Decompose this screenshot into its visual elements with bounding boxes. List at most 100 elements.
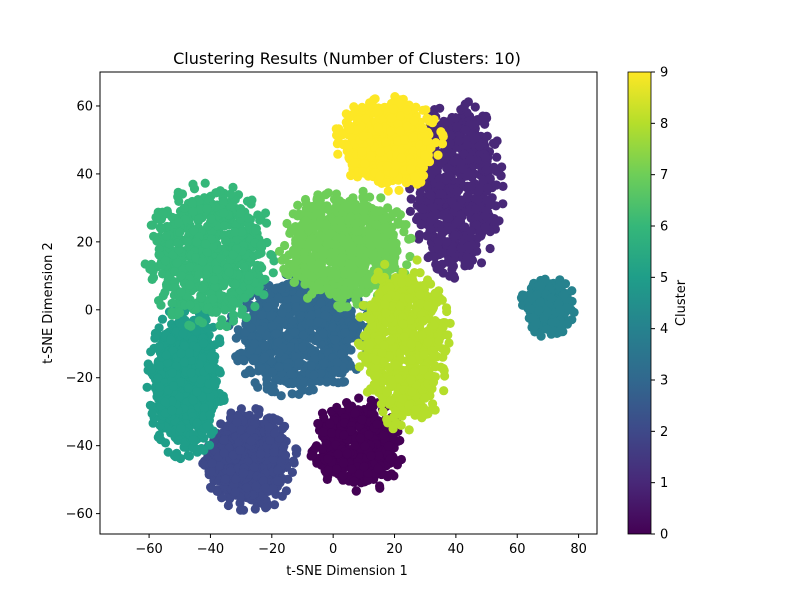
data-point	[214, 461, 224, 471]
data-point	[157, 314, 168, 324]
data-point	[434, 174, 444, 184]
data-point	[306, 310, 316, 320]
data-point	[185, 262, 195, 272]
data-point	[287, 467, 297, 477]
data-point	[309, 370, 319, 380]
data-point	[388, 431, 398, 441]
data-point	[239, 262, 249, 272]
data-point	[448, 261, 458, 271]
data-point	[526, 293, 537, 303]
data-point	[525, 304, 535, 314]
data-point	[192, 444, 202, 454]
data-point	[328, 377, 338, 387]
data-point	[247, 195, 257, 205]
data-point	[188, 179, 198, 189]
data-point	[196, 375, 206, 385]
data-point	[366, 451, 376, 461]
data-point	[256, 325, 266, 335]
data-point	[445, 138, 455, 148]
data-point	[148, 272, 159, 283]
data-point	[555, 304, 565, 314]
data-point	[237, 309, 247, 319]
data-point	[415, 188, 425, 198]
data-point	[289, 456, 299, 466]
data-point	[482, 165, 492, 175]
data-point	[319, 358, 329, 368]
data-point	[435, 157, 445, 167]
data-point	[155, 382, 165, 392]
data-point	[442, 237, 452, 247]
data-point	[156, 300, 166, 310]
data-point	[194, 214, 204, 224]
data-point	[339, 458, 349, 468]
data-point	[260, 341, 270, 351]
data-point	[200, 178, 210, 188]
data-point	[322, 377, 332, 387]
data-point	[228, 297, 238, 307]
data-point	[202, 204, 212, 214]
data-point	[175, 227, 185, 237]
data-point	[360, 441, 370, 451]
data-point	[230, 487, 240, 497]
data-point	[261, 483, 271, 493]
data-point	[172, 258, 182, 268]
data-point	[176, 287, 186, 297]
data-point	[476, 258, 487, 268]
data-point	[347, 464, 357, 474]
data-point	[437, 248, 447, 258]
data-point	[173, 187, 183, 197]
data-point	[316, 368, 326, 378]
data-point	[324, 464, 334, 474]
data-point	[251, 481, 261, 491]
data-point	[339, 430, 349, 440]
data-point	[480, 222, 490, 232]
data-point	[232, 417, 242, 427]
data-point	[435, 181, 445, 191]
data-point	[188, 206, 198, 217]
data-point	[208, 294, 218, 304]
data-point	[184, 451, 194, 461]
data-point	[318, 329, 329, 339]
data-point	[156, 224, 166, 234]
data-point	[244, 271, 254, 281]
data-point	[416, 220, 426, 230]
data-point	[222, 321, 232, 332]
data-point	[372, 419, 382, 429]
data-point	[445, 130, 456, 140]
data-point	[464, 260, 474, 270]
data-point	[443, 117, 453, 127]
data-point	[263, 302, 273, 312]
data-point	[319, 413, 329, 423]
data-point	[267, 387, 277, 397]
data-point	[257, 310, 267, 320]
data-point	[198, 283, 208, 293]
data-point	[322, 474, 332, 484]
data-point	[219, 395, 229, 405]
data-point	[245, 365, 255, 375]
data-point	[560, 279, 571, 289]
data-point	[250, 301, 260, 312]
data-point	[184, 320, 194, 330]
data-point	[298, 330, 309, 340]
data-point	[219, 448, 229, 458]
data-point	[466, 181, 476, 191]
data-point	[286, 369, 296, 379]
data-point	[349, 476, 359, 486]
data-point	[349, 322, 359, 332]
data-point	[154, 361, 165, 371]
data-point	[206, 482, 216, 492]
cluster-0-points	[306, 393, 406, 496]
data-point	[346, 426, 356, 436]
data-point	[192, 237, 202, 247]
data-point	[313, 418, 323, 429]
data-point	[350, 408, 360, 418]
data-point	[434, 237, 444, 247]
data-point	[269, 447, 279, 457]
data-point	[281, 486, 291, 496]
data-point	[219, 221, 230, 231]
data-point	[445, 271, 455, 281]
data-point	[414, 230, 425, 240]
data-point	[240, 293, 250, 303]
data-point	[254, 409, 264, 419]
